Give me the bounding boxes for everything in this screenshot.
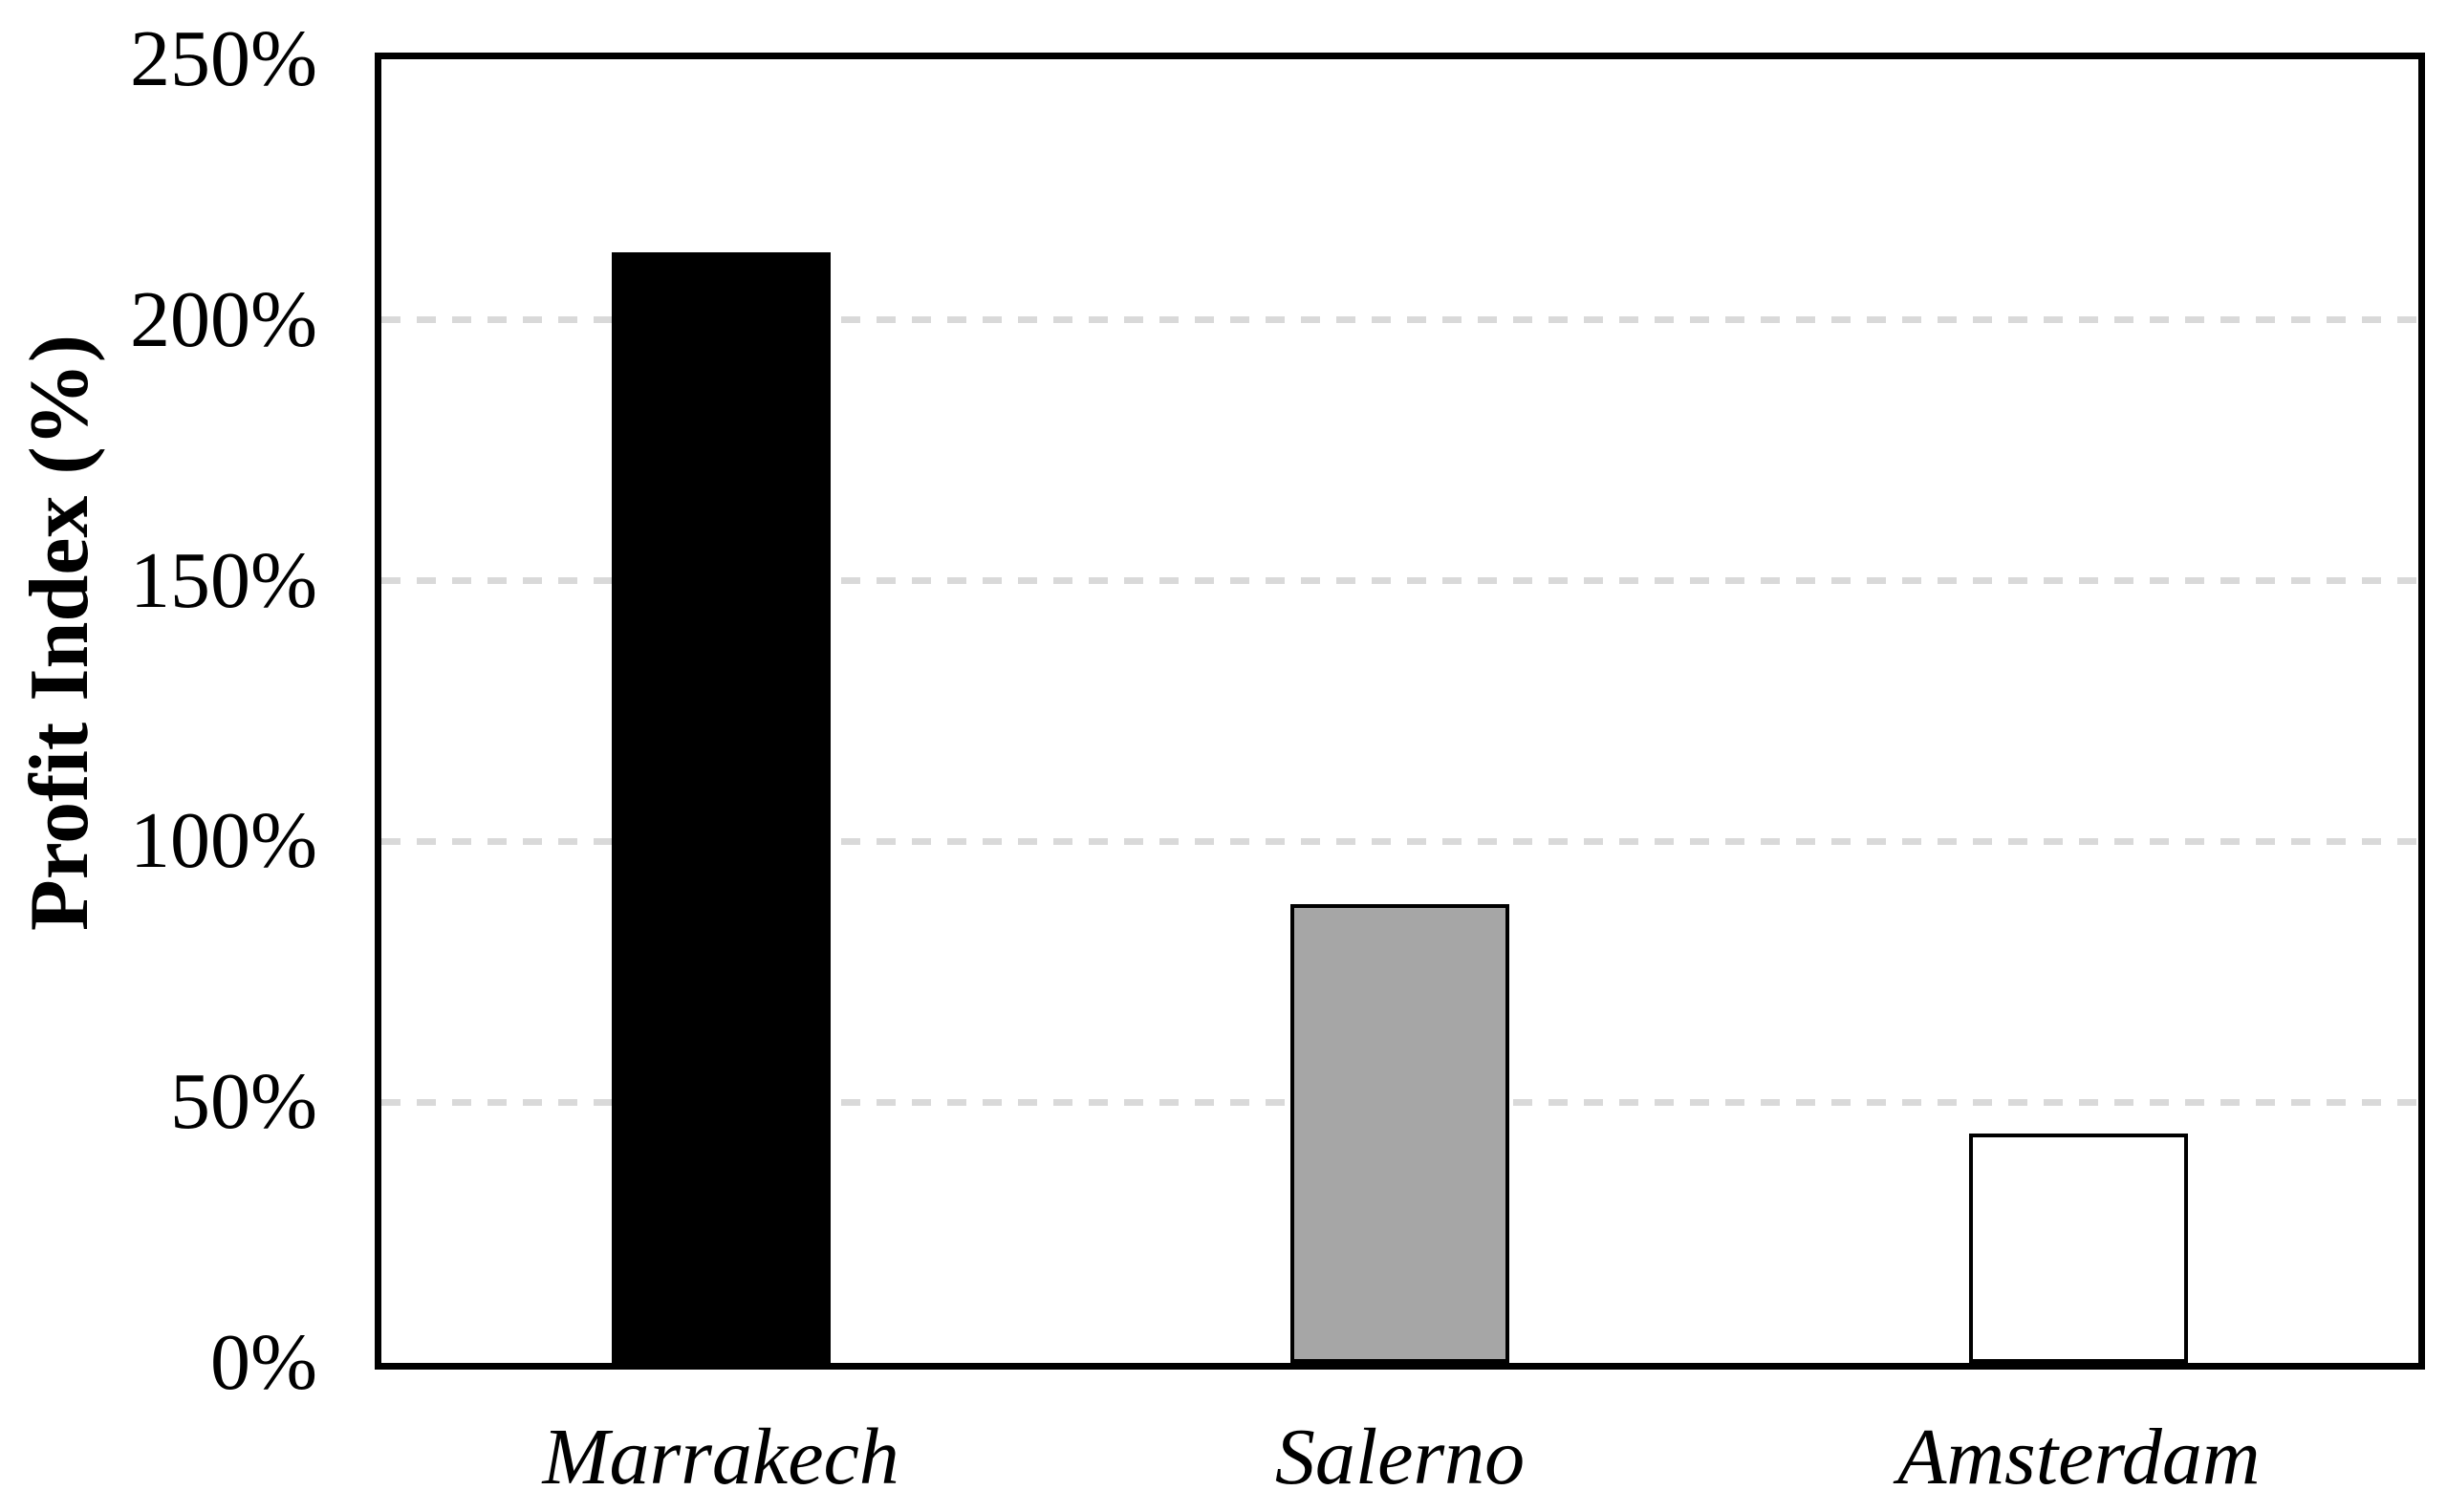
y-tick-label-0: 0% bbox=[210, 1318, 317, 1407]
gridline-100 bbox=[381, 837, 2418, 845]
bar-marrakech bbox=[611, 252, 831, 1363]
y-tick-label-100: 100% bbox=[130, 796, 317, 886]
bar-salerno bbox=[1290, 904, 1509, 1363]
x-category-label-salerno: Salerno bbox=[1274, 1413, 1526, 1501]
x-category-label-marrakech: Marrakech bbox=[542, 1413, 899, 1501]
plot-area bbox=[375, 53, 2425, 1370]
x-category-label-amsterdam: Amsterdam bbox=[1897, 1413, 2261, 1501]
y-tick-label-150: 150% bbox=[130, 535, 317, 625]
gridline-150 bbox=[381, 577, 2418, 585]
y-tick-label-250: 250% bbox=[130, 14, 317, 103]
bar-amsterdam bbox=[1969, 1134, 2189, 1363]
y-tick-label-50: 50% bbox=[170, 1057, 317, 1147]
y-tick-label-200: 200% bbox=[130, 274, 317, 364]
gridline-200 bbox=[381, 316, 2418, 324]
